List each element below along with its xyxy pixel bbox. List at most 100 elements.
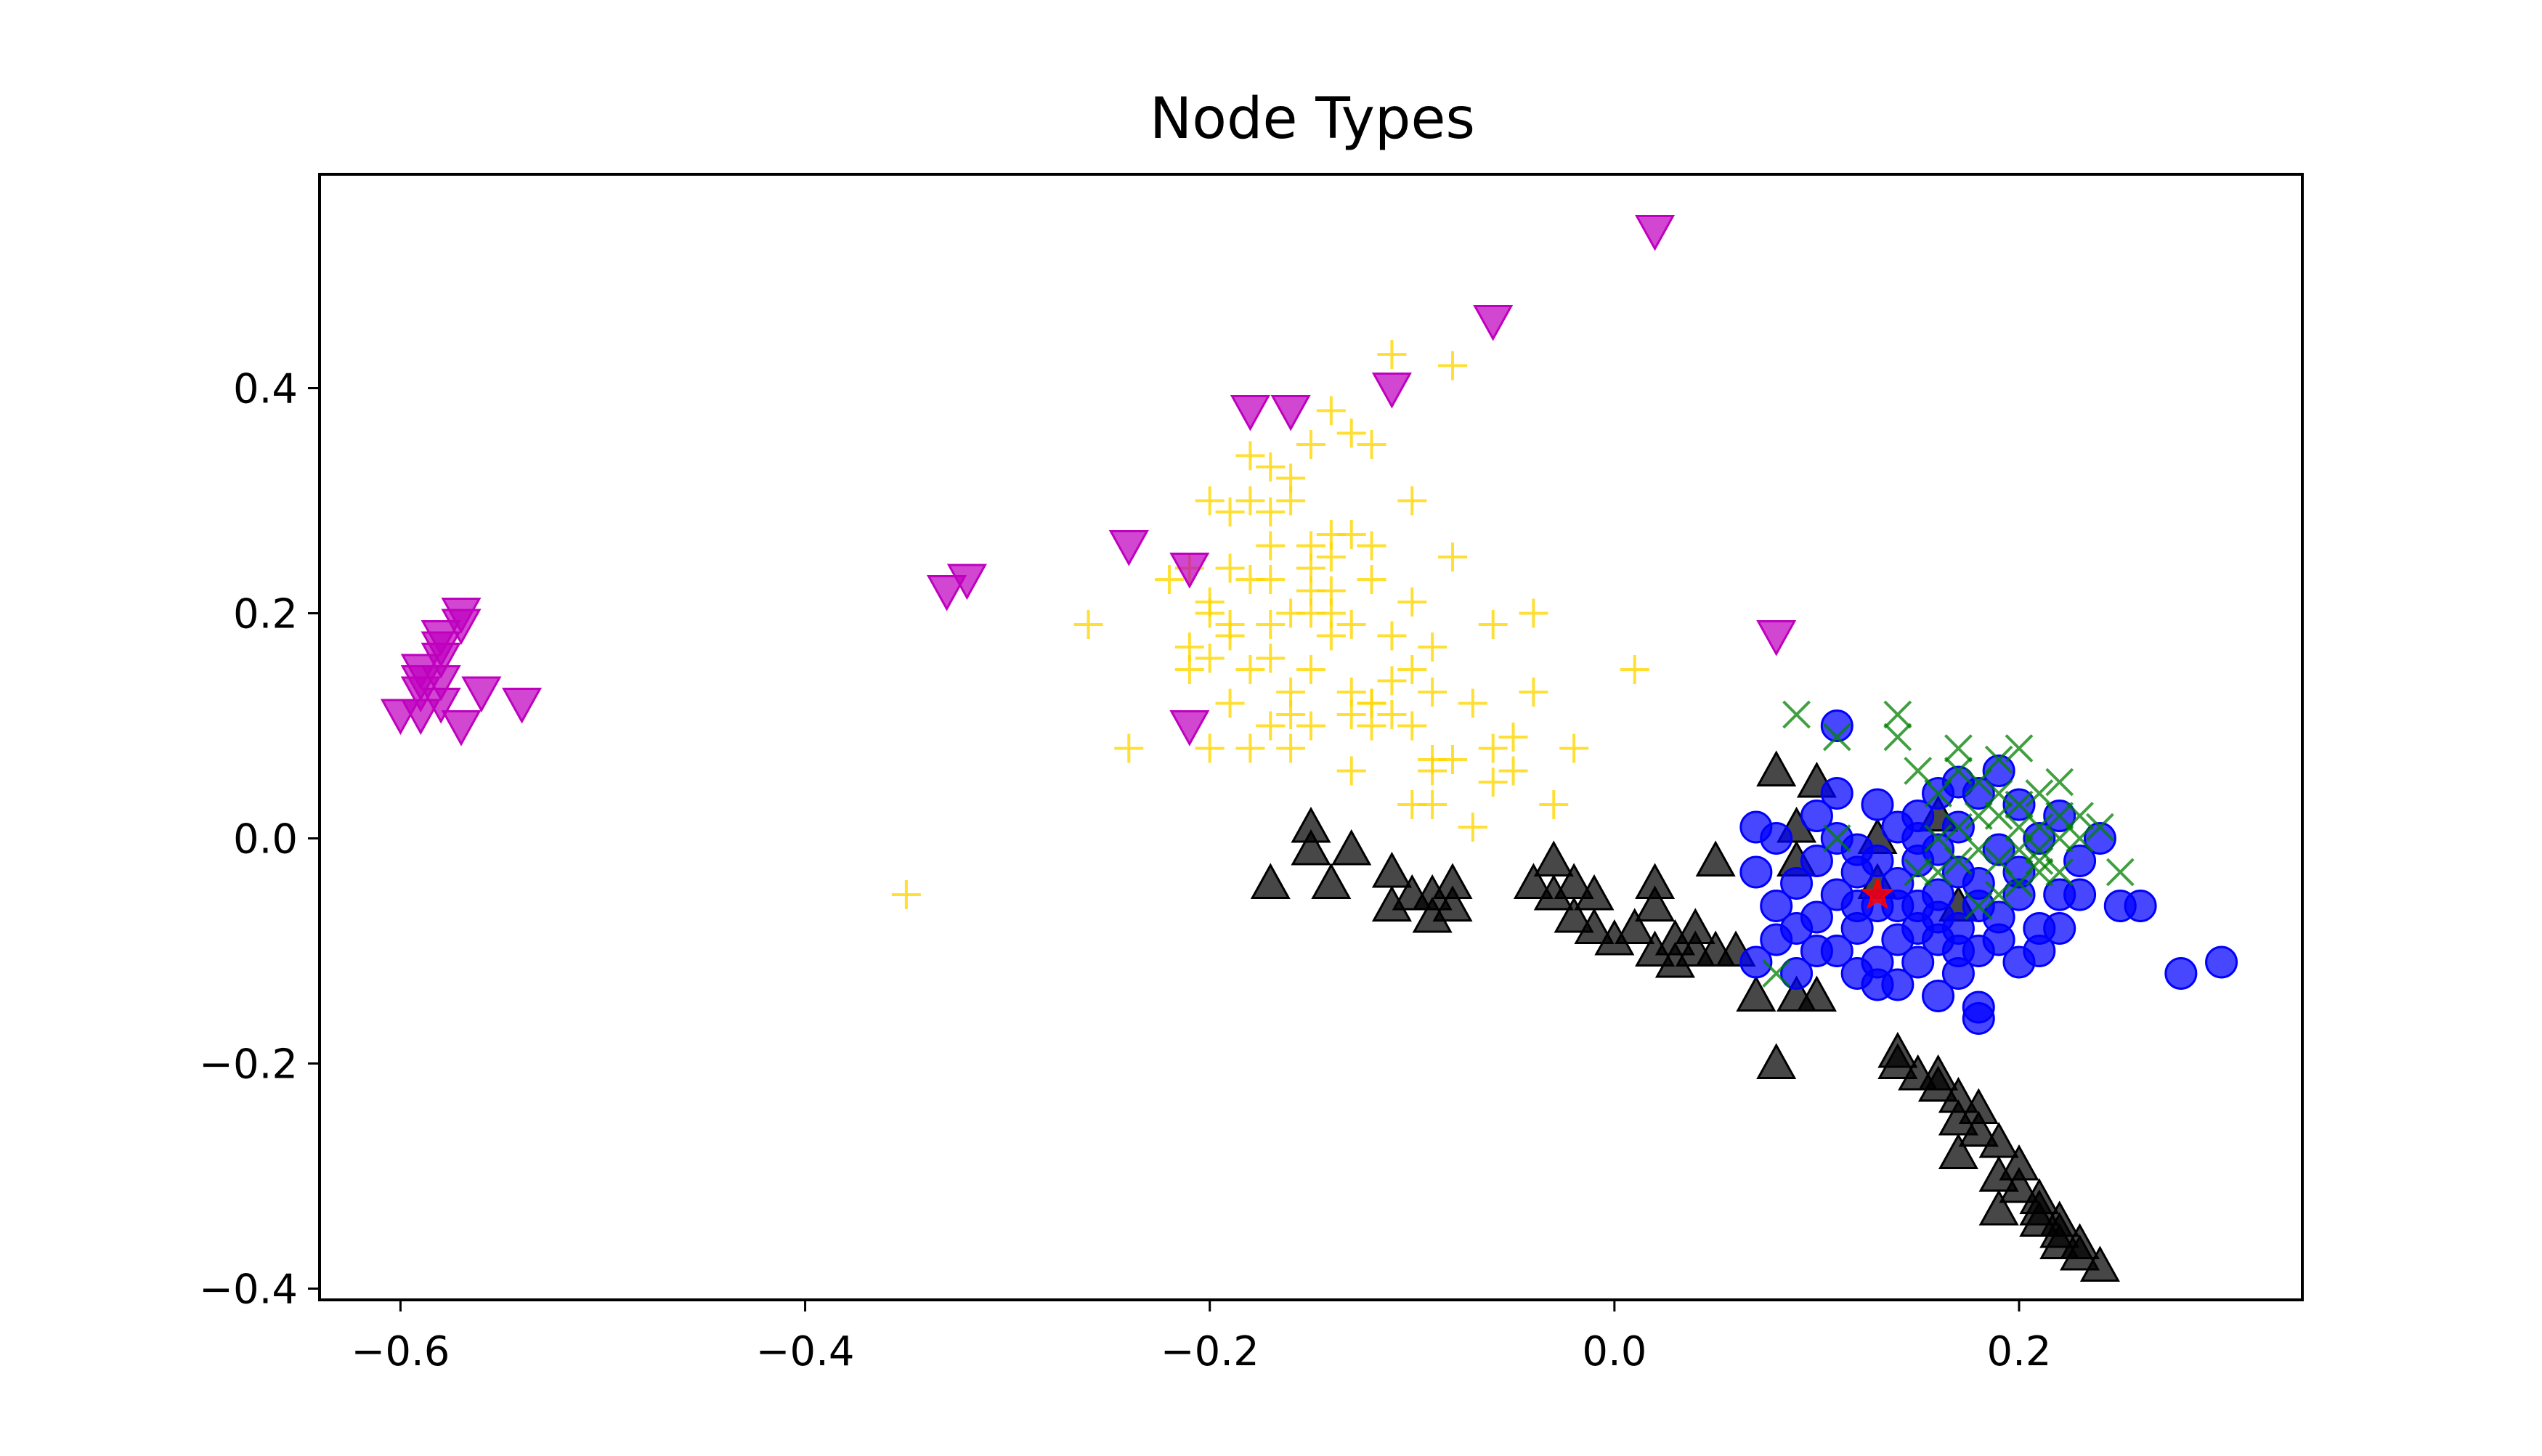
circle-marker — [1881, 890, 1914, 922]
plus-marker — [1620, 655, 1649, 684]
triangle-up-marker — [1877, 1031, 1918, 1068]
x-marker — [2005, 734, 2034, 762]
triangle-down-marker — [1473, 305, 1514, 341]
x-marker — [1984, 745, 2013, 774]
x-marker — [1883, 723, 1912, 752]
circle-marker — [1800, 935, 1833, 967]
plus-marker — [1296, 655, 1325, 684]
x-marker — [1944, 813, 1973, 842]
plus-marker — [1418, 756, 1447, 786]
x-marker — [2025, 835, 2054, 864]
triangle-up-marker — [1635, 885, 1676, 922]
circle-marker — [1800, 845, 1833, 877]
plus-marker — [1256, 497, 1286, 526]
triangle-down-marker — [1169, 710, 1210, 747]
y-tick-label: −0.2 — [199, 1041, 298, 1089]
circle-marker — [2063, 845, 2097, 877]
triangle-up-marker — [2039, 1223, 2080, 1259]
triangle-down-marker — [421, 665, 461, 701]
triangle-up-marker — [1311, 863, 1352, 899]
triangle-up-marker — [1291, 829, 1331, 866]
triangle-up-marker — [1918, 1054, 1959, 1091]
plus-marker — [1357, 430, 1386, 459]
x-marker — [2005, 813, 2034, 842]
plus-marker — [1438, 351, 1467, 381]
triangle-down-marker — [1270, 395, 1311, 431]
plus-marker — [1336, 610, 1366, 639]
circle-marker — [1922, 900, 1955, 934]
plus-marker — [1235, 655, 1265, 684]
plus-marker — [1519, 598, 1548, 628]
circle-marker — [1760, 923, 1793, 956]
circle-marker — [1780, 957, 1814, 990]
circle-marker — [1739, 855, 1773, 889]
circle-marker — [1861, 968, 1894, 1001]
circle-marker — [1982, 923, 2015, 956]
plus-marker — [1316, 598, 1346, 628]
plus-marker — [1478, 610, 1508, 639]
x-tick-label: −0.2 — [1161, 1328, 1259, 1375]
x-marker — [1944, 757, 1973, 785]
x-marker — [2025, 779, 2054, 808]
x-marker — [2045, 824, 2074, 853]
circle-marker — [2023, 935, 2056, 967]
circle-marker — [1901, 945, 1935, 979]
triangle-up-marker — [1958, 1088, 1999, 1124]
triangle-up-marker — [1675, 908, 1715, 944]
triangle-up-marker — [1756, 750, 1797, 786]
plus-marker — [1235, 441, 1265, 471]
plus-marker — [1438, 542, 1467, 572]
triangle-down-marker — [461, 676, 502, 713]
x-marker — [1964, 802, 1993, 830]
circle-marker — [2205, 945, 2238, 979]
plus-marker — [1357, 688, 1386, 718]
plus-marker — [1256, 643, 1286, 673]
plus-marker — [1256, 452, 1286, 481]
x-marker — [1762, 959, 1791, 988]
plus-marker — [1296, 711, 1325, 741]
triangle-up-marker — [2079, 1245, 2120, 1282]
plus-marker — [1296, 430, 1325, 459]
circle-marker — [1800, 800, 1833, 832]
plus-marker — [1235, 733, 1265, 763]
triangle-up-marker — [1513, 863, 1554, 899]
circle-marker — [2063, 878, 2097, 911]
circle-marker — [1760, 822, 1793, 855]
x-tick-label: −0.4 — [756, 1328, 855, 1375]
plus-marker — [1174, 655, 1204, 684]
triangle-down-marker — [1371, 373, 1412, 409]
circle-marker — [1820, 777, 1853, 810]
plus-marker — [1377, 340, 1407, 369]
plus-marker — [1336, 418, 1366, 448]
plus-marker — [1114, 733, 1144, 763]
plus-marker — [1215, 497, 1245, 526]
plus-marker — [1276, 700, 1306, 729]
plus-marker — [1357, 565, 1386, 594]
triangle-down-marker — [1756, 620, 1797, 656]
plus-marker — [1397, 711, 1427, 741]
plus-marker — [1377, 621, 1407, 651]
x-marker — [1964, 892, 1993, 920]
plus-marker — [891, 880, 921, 909]
plus-marker — [1397, 486, 1427, 516]
plus-marker — [1478, 733, 1508, 763]
x-tick-label: 0.0 — [1582, 1328, 1646, 1375]
x-marker — [1782, 700, 1811, 729]
plus-marker — [1195, 733, 1225, 763]
triangle-up-marker — [1796, 975, 1837, 1012]
plus-marker — [1418, 678, 1447, 707]
plus-marker — [1256, 565, 1286, 594]
triangle-up-marker — [1999, 1144, 2039, 1181]
series-plus — [891, 340, 1649, 909]
x-marker — [2106, 858, 2135, 887]
y-tick-label: 0.2 — [233, 591, 298, 638]
triangle-down-marker — [502, 688, 543, 724]
triangle-down-marker — [1635, 215, 1676, 251]
x-marker — [1984, 802, 2013, 830]
circle-marker — [2124, 890, 2157, 922]
plus-marker — [1498, 723, 1528, 752]
x-tick-label: 0.2 — [1986, 1328, 2051, 1375]
plus-marker — [1397, 655, 1427, 684]
